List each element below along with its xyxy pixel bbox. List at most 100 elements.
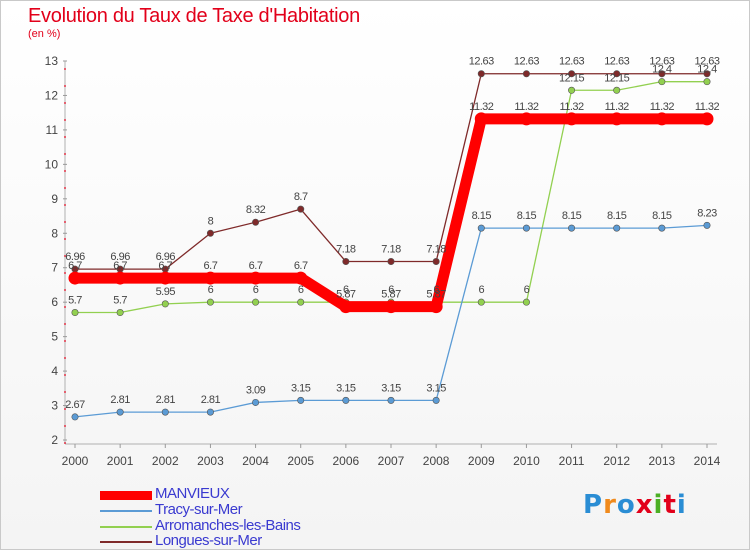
data-point — [297, 396, 305, 404]
legend-swatch — [100, 541, 152, 543]
data-point — [203, 271, 217, 285]
axis-dot — [64, 136, 66, 138]
data-point — [565, 112, 579, 126]
data-label: 6.7 — [249, 260, 263, 272]
data-label: 8.15 — [562, 210, 582, 222]
y-tick-label: 10 — [45, 157, 59, 171]
data-point — [158, 271, 172, 285]
x-tick-label: 2013 — [649, 454, 676, 468]
data-label: 8.23 — [697, 207, 717, 219]
data-point — [477, 298, 485, 306]
data-label: 3.15 — [336, 382, 356, 394]
data-label: 8.7 — [294, 191, 308, 203]
x-tick-label: 2003 — [197, 454, 224, 468]
data-label: 5.95 — [156, 286, 176, 298]
data-label: 6.96 — [65, 251, 85, 263]
data-point — [429, 300, 443, 314]
data-point — [252, 398, 260, 406]
data-label: 3.15 — [291, 382, 311, 394]
data-point — [206, 229, 214, 237]
data-label: 12.63 — [604, 56, 629, 68]
data-label: 5.87 — [381, 289, 401, 301]
axis-dot — [64, 374, 66, 376]
data-label: 3.09 — [246, 384, 266, 396]
legend-label: Tracy-sur-Mer — [155, 501, 243, 518]
data-point — [297, 205, 305, 213]
data-label: 5.7 — [113, 295, 127, 307]
y-tick-label: 12 — [45, 88, 59, 102]
data-point — [206, 298, 214, 306]
data-point — [297, 298, 305, 306]
data-point — [613, 86, 621, 94]
data-point — [477, 224, 485, 232]
data-label: 12.63 — [514, 56, 539, 68]
data-label: 11.32 — [695, 101, 720, 113]
x-tick-label: 2007 — [378, 454, 405, 468]
data-label: 2.67 — [65, 399, 85, 411]
data-point — [71, 413, 79, 421]
data-point — [568, 70, 576, 78]
data-label: 6 — [253, 284, 259, 296]
x-tick-label: 2010 — [513, 454, 540, 468]
axis-dot — [64, 153, 66, 155]
data-point — [703, 70, 711, 78]
data-label: 5.87 — [336, 289, 356, 301]
x-tick-label: 2000 — [62, 454, 89, 468]
data-label: 7.18 — [381, 244, 401, 256]
x-tick-label: 2008 — [423, 454, 450, 468]
data-label: 8.15 — [607, 210, 627, 222]
data-point — [703, 78, 711, 86]
x-tick-label: 2012 — [603, 454, 630, 468]
legend-label: Longues-sur-Mer — [155, 532, 262, 549]
data-point — [387, 258, 395, 266]
y-tick-label: 2 — [51, 433, 58, 447]
y-tick-label: 8 — [51, 226, 58, 240]
y-tick-label: 3 — [51, 399, 58, 413]
data-point — [116, 408, 124, 416]
data-label: 7.18 — [426, 244, 446, 256]
x-tick-label: 2004 — [242, 454, 269, 468]
data-label: 6 — [524, 284, 530, 296]
data-label: 2.81 — [156, 394, 176, 406]
data-label: 11.32 — [469, 101, 494, 113]
legend-label: MANVIEUX — [155, 485, 230, 502]
data-point — [252, 218, 260, 226]
data-point — [568, 86, 576, 94]
y-tick-label: 9 — [51, 192, 58, 206]
data-point — [116, 309, 124, 317]
data-label: 7.18 — [336, 244, 356, 256]
data-point — [294, 271, 308, 285]
data-point — [522, 70, 530, 78]
data-label: 8 — [208, 215, 214, 227]
axis-dot — [64, 255, 66, 257]
data-label: 6 — [343, 284, 349, 296]
legend-label: Arromanches-les-Bains — [155, 517, 301, 534]
data-label: 3.15 — [381, 382, 401, 394]
data-label: 12.4 — [697, 64, 717, 76]
axis-dot — [64, 170, 66, 172]
data-label: 11.32 — [605, 101, 630, 113]
axis-dot — [64, 187, 66, 189]
data-point — [206, 408, 214, 416]
x-tick-label: 2002 — [152, 454, 179, 468]
data-point — [613, 224, 621, 232]
data-label: 6 — [208, 284, 214, 296]
data-point — [522, 298, 530, 306]
data-label: 6 — [298, 284, 304, 296]
data-point — [384, 300, 398, 314]
data-point — [610, 112, 624, 126]
data-point — [113, 271, 127, 285]
data-label: 12.15 — [604, 72, 629, 84]
data-point — [658, 78, 666, 86]
data-label: 6.96 — [156, 251, 176, 263]
x-tick-label: 2006 — [333, 454, 360, 468]
axis-dot — [64, 357, 66, 359]
y-tick-label: 4 — [51, 364, 58, 378]
axis-dot — [64, 306, 66, 308]
chart-title: Evolution du Taux de Taxe d'Habitation — [28, 5, 360, 27]
data-label: 11.32 — [559, 101, 584, 113]
axis-dot — [64, 238, 66, 240]
legend-swatch — [100, 510, 152, 512]
data-label: 6.7 — [68, 260, 82, 272]
axis-dot — [64, 425, 66, 427]
